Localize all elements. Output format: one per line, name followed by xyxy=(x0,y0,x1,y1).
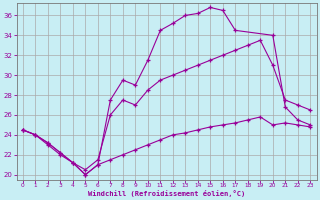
X-axis label: Windchill (Refroidissement éolien,°C): Windchill (Refroidissement éolien,°C) xyxy=(88,190,245,197)
